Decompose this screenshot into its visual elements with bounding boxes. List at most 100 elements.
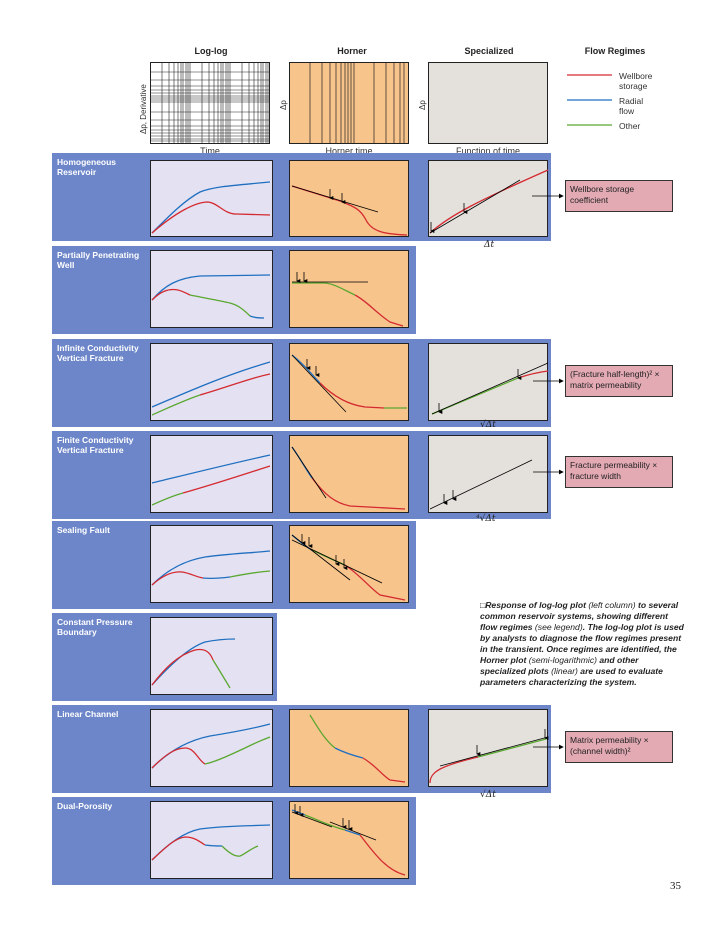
curve-lc-horner-blue <box>334 747 364 759</box>
specialized-label-sqrt-delta-t-channel: √Δt <box>480 790 496 800</box>
loglog-panel-homogeneous <box>150 160 273 237</box>
column-header-horner: Horner <box>337 46 367 56</box>
row-label-homogeneous: Homogeneous Reservoir <box>57 157 117 177</box>
caption-part-6: (semi-logarithmic) <box>528 655 597 665</box>
curve-fin-loglog-derivative-green <box>151 492 184 506</box>
curve-lc-loglog-pressure <box>151 723 271 769</box>
line-inf-specialized-tangent <box>431 362 549 415</box>
row-label-constant-pressure: Constant Pressure Boundary <box>57 617 133 637</box>
curve-fin-horner-red <box>311 477 406 510</box>
curve-inf-loglog-pressure <box>151 361 271 408</box>
specialized-label-fourth-root-delta-t: ⁴√Δt <box>476 514 496 524</box>
specialized-grid-header <box>428 62 548 144</box>
curve-cp-loglog-derivative-red <box>151 648 214 686</box>
line-seal-horner-tangent-2 <box>291 539 383 584</box>
horner-panel-homogeneous <box>289 160 409 237</box>
curve-dp-horner-blue-2 <box>344 829 361 836</box>
specialized-x-axis-label: Function of time <box>455 146 521 156</box>
line-homog-horner-tangent <box>291 185 379 213</box>
horner-panel-partially-penetrating <box>289 250 409 328</box>
curve-inf-loglog-derivative-red <box>199 373 271 396</box>
curve-seal-horner-red <box>344 564 406 601</box>
curve-dp-loglog-derivative-blue <box>204 844 223 847</box>
horner-grid-header <box>289 62 409 144</box>
caption-marker: □ <box>480 600 486 610</box>
line-fin-specialized <box>429 459 533 510</box>
caption-part-2: (left column) <box>588 600 636 610</box>
loglog-panel-linear-channel <box>150 709 273 787</box>
loglog-header-grid <box>150 62 270 144</box>
curve-lc-loglog-derivative-green <box>204 736 271 765</box>
curve-fin-loglog-derivative-red <box>182 465 271 494</box>
curve-fin-loglog-pressure <box>151 454 271 484</box>
curve-inf-loglog-derivative-green <box>151 394 201 416</box>
page-number: 35 <box>670 880 681 892</box>
legend-radial-flow: Radial flow <box>619 96 644 116</box>
row-label-dual-porosity: Dual-Porosity <box>57 801 113 811</box>
curve-inf-horner-red <box>319 382 385 409</box>
curve-seal-loglog-pressure <box>151 550 271 586</box>
column-header-flow-regimes: Flow Regimes <box>584 46 646 56</box>
line-seal-horner-tangent-1 <box>291 534 351 581</box>
line-dp-horner-tangent-2 <box>329 821 377 841</box>
caption-part-1: Response of log-log plot <box>485 600 589 610</box>
curve-dp-loglog-derivative-green <box>221 845 259 857</box>
caption-part-3: to several common reservoir systems, sho… <box>480 600 679 632</box>
legend-wellbore-storage: Wellbore storage <box>619 71 653 91</box>
curve-homog-horner <box>291 185 408 236</box>
curve-homog-loglog-derivative <box>151 201 271 234</box>
row-label-sealing-fault: Sealing Fault <box>57 525 110 535</box>
caption-part-9: are used to evaluate parameters characte… <box>480 666 663 687</box>
annotation-fracture-permeability: Fracture permeability × fracture width <box>565 456 673 488</box>
loglog-panel-partially-penetrating <box>150 250 273 328</box>
loglog-panel-sealing-fault <box>150 525 273 603</box>
curve-seal-loglog-derivative-red <box>151 571 204 586</box>
curve-pp-loglog-derivative-red <box>151 288 191 301</box>
curve-lc-specialized-red <box>429 756 479 784</box>
row-label-partially-penetrating: Partially Penetrating Well <box>57 250 140 270</box>
curve-dp-horner-green <box>304 814 346 831</box>
curve-pp-horner-green <box>292 282 356 296</box>
curve-pp-loglog-pressure <box>151 274 271 301</box>
horner-panel-infinite-fracture <box>289 343 409 421</box>
horner-header-grid <box>309 62 405 144</box>
row-label-linear-channel: Linear Channel <box>57 709 119 719</box>
annotation-matrix-permeability: Matrix permeability × (channel width)² <box>565 731 673 763</box>
loglog-x-axis-label: Time <box>200 146 220 156</box>
legend-other: Other <box>619 121 641 131</box>
curve-homog-specialized <box>429 169 549 234</box>
curve-lc-loglog-derivative-red <box>151 747 206 769</box>
curve-seal-loglog-derivative-blue <box>202 576 231 580</box>
loglog-panel-dual-porosity <box>150 801 273 879</box>
figure-caption: □Response of log-log plot (left column) … <box>480 600 685 688</box>
caption-part-5: . The log-log plot is used by analysts t… <box>480 622 684 665</box>
annotation-wellbore-storage-coefficient: Wellbore storage coefficient <box>565 180 673 212</box>
specialized-label-sqrt-delta-t: √Δt <box>480 420 496 430</box>
curve-cp-loglog-derivative-green <box>212 659 231 689</box>
curve-dp-loglog-derivative-red <box>151 836 206 861</box>
loglog-grid-header <box>150 62 270 144</box>
caption-part-8: (linear) <box>551 666 578 676</box>
column-header-specialized: Specialized <box>464 46 514 56</box>
curve-seal-loglog-derivative-green <box>229 570 271 578</box>
curve-pp-loglog-derivative-blue <box>249 315 265 319</box>
curve-lc-specialized-green <box>477 738 547 758</box>
curve-homog-loglog-pressure <box>151 181 271 234</box>
horner-panel-linear-channel <box>289 709 409 787</box>
curve-pp-loglog-derivative-green <box>189 294 251 317</box>
line-inf-horner-tangent <box>291 354 347 413</box>
line-dp-horner-tangent-1 <box>291 811 333 828</box>
curve-lc-horner-red <box>362 757 406 783</box>
line-lc-specialized-tangent <box>439 736 549 767</box>
line-homog-specialized-tangent <box>429 179 521 234</box>
annotation-fracture-half-length: (Fracture half-length)² × matrix permeab… <box>565 365 673 397</box>
line-fin-horner-tangent <box>291 446 327 499</box>
specialized-label-delta-t: Δt <box>484 240 495 250</box>
curve-dp-loglog-pressure <box>151 824 271 861</box>
curve-lc-horner-green <box>309 714 336 749</box>
specialized-panel-finite-fracture <box>428 435 548 513</box>
column-header-loglog: Log-log <box>194 46 228 56</box>
specialized-panel-linear-channel <box>428 709 548 787</box>
row-label-infinite-fracture: Infinite Conductivity Vertical Fracture <box>57 343 139 363</box>
